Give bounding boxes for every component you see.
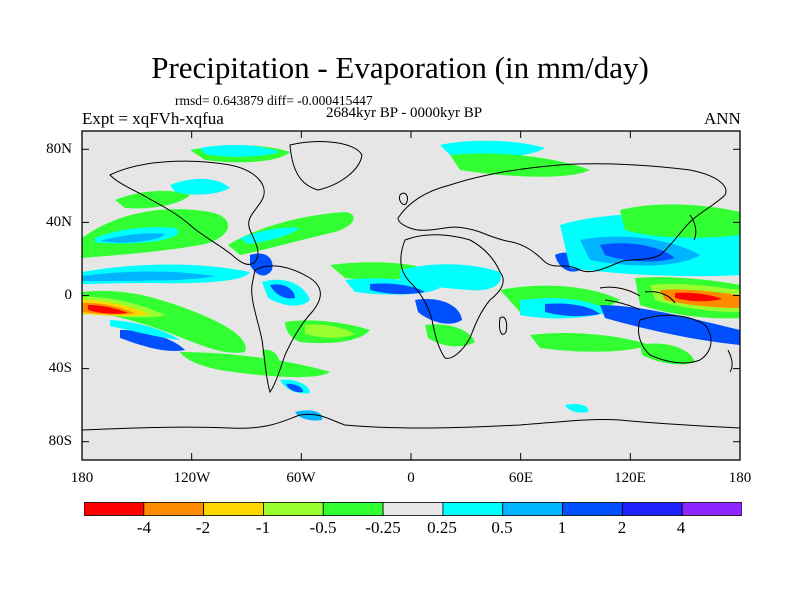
colorbar-label: 0.25 [427,518,457,537]
contour-blue-antarctic [295,410,323,421]
period-text: 2684kyr BP - 0000kyr BP [326,105,483,121]
colorbar-label: -0.5 [309,518,337,537]
colorbar-swatch [84,502,145,516]
contour-cyan-natlantic [240,227,300,244]
contour-green-siberia [450,153,590,177]
contour-blue-equatl [370,283,425,295]
coastline-madagascar [499,316,508,335]
contour-blue-amazon [270,284,295,299]
colorbar-label: -0.25 [365,518,401,537]
y-tick-label: 40S [48,360,72,376]
contour-cyan-nam [170,178,230,195]
x-tick-label: 120W [173,470,211,486]
contour-fields [82,140,740,421]
colorbar-swatch [681,502,742,516]
contour-blue-spacific [120,330,185,351]
colorbar-swatch [263,502,324,516]
colorbar [84,502,742,516]
colorbar-swatch [562,502,623,516]
contour-cyan-arctic [200,145,280,157]
x-tick-label: 60W [286,470,316,486]
contour-blue-indian [545,303,600,317]
contour-cyan-spacific [110,320,180,340]
contour-green-ncanada [115,190,190,209]
colorbar-label: -4 [136,518,152,537]
contour-red-spacific [88,305,128,314]
x-tick-label: 180 [728,470,752,486]
colorbar-swatch [621,502,683,516]
contour-green-southern [180,352,330,378]
contour-yellowgreen-satlantic [305,324,355,338]
colorbar-label: 4 [676,518,686,537]
coastlines [82,141,740,431]
colorbar-label: 0.5 [491,518,513,537]
season-label: ANN [704,109,741,128]
experiment-label: Expt = xqFVh-xqfua [82,109,224,128]
x-tick-label: 60E [508,470,534,486]
coastline-south-america [251,265,321,394]
coastline-australia [637,315,712,364]
coastline-north-america [109,160,265,265]
x-tick-label: 120E [614,470,646,486]
colorbar-swatch [203,502,264,516]
x-tick-label: 0 [407,470,415,486]
colorbar-swatch [382,502,444,516]
coastline-uk [399,192,408,205]
colorbar-swatch [502,502,563,516]
contour-blue-southern [286,383,304,393]
contour-blue-npacific [100,233,165,243]
contour-blue-eqpacific [82,271,215,281]
coastline-europe-asia [397,163,727,273]
axis-ticks [81,131,741,460]
contour-cyan-greenland [440,140,545,158]
colorbar-label: 2 [617,518,627,537]
contour-cyan-antarctic [565,403,589,413]
y-tick-label: 80N [46,141,72,157]
coastline-japan [689,214,697,241]
contour-green-natlantic [228,212,354,255]
y-tick-label: 40N [46,214,72,230]
x-tick-label: 180 [70,470,94,486]
contour-green-sindian [530,333,650,352]
coastline-greenland [289,141,363,191]
colorbar-swatch [322,502,384,516]
contour-blue-spcz [600,305,740,345]
contour-green-australia [640,343,695,365]
plot-title: Precipitation - Evaporation (in mm/day) [151,50,649,85]
coastline-new-zealand [727,349,733,373]
coastline-antarctica [82,413,740,431]
colorbar-swatch [442,502,504,516]
colorbar-label: -1 [255,518,271,537]
colorbar-label: -2 [195,518,211,537]
coastline-africa [400,234,504,359]
colorbar-label: 1 [557,518,567,537]
y-tick-label: 80S [48,433,72,449]
coastline-indonesia [599,286,676,311]
stats-text: rmsd= 0.643879 diff= -0.000415447 [175,93,373,108]
contour-cyan-africa [400,264,501,291]
contour-green-patagonia [262,349,280,369]
contour-green-nwpac [620,204,740,238]
contour-red-maritime [675,292,722,302]
colorbar-swatch [143,502,205,516]
y-tick-label: 0 [64,287,73,303]
